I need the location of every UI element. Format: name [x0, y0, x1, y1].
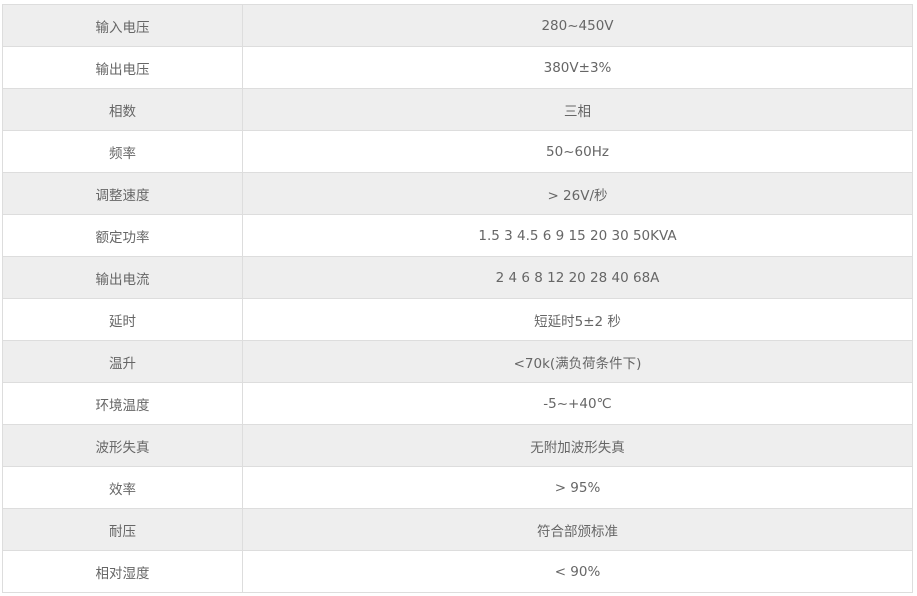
spec-label: 温升 — [2, 340, 243, 383]
table-row: 延时 短延时5±2 秒 — [2, 298, 913, 341]
spec-label: 频率 — [2, 130, 243, 173]
table-row: 环境温度 -5~+40℃ — [2, 382, 913, 425]
table-row: 额定功率 1.5 3 4.5 6 9 15 20 30 50KVA — [2, 214, 913, 257]
spec-value: 符合部颁标准 — [242, 508, 913, 551]
spec-label: 相数 — [2, 88, 243, 131]
spec-value: 1.5 3 4.5 6 9 15 20 30 50KVA — [242, 214, 913, 257]
table-row: 调整速度 > 26V/秒 — [2, 172, 913, 215]
spec-value: -5~+40℃ — [242, 382, 913, 425]
spec-table-body: 输入电压 280~450V 输出电压 380V±3% 相数 三相 频率 50~60Hz 调整速度… — [2, 4, 913, 593]
table-row: 效率 > 95% — [2, 466, 913, 509]
spec-label: 耐压 — [2, 508, 243, 551]
spec-value: 2 4 6 8 12 20 28 40 68A — [242, 256, 913, 299]
table-row: 输出电流 2 4 6 8 12 20 28 40 68A — [2, 256, 913, 299]
spec-label: 输出电压 — [2, 46, 243, 89]
table-row: 输出电压 380V±3% — [2, 46, 913, 89]
table-row: 温升 <70k(满负荷条件下) — [2, 340, 913, 383]
spec-value: 380V±3% — [242, 46, 913, 89]
spec-value: 50~60Hz — [242, 130, 913, 173]
spec-value: > 26V/秒 — [242, 172, 913, 215]
spec-label: 调整速度 — [2, 172, 243, 215]
spec-value: 三相 — [242, 88, 913, 131]
spec-label: 输出电流 — [2, 256, 243, 299]
spec-label: 延时 — [2, 298, 243, 341]
spec-label: 波形失真 — [2, 424, 243, 467]
table-row: 相对湿度 < 90% — [2, 550, 913, 593]
table-row: 相数 三相 — [2, 88, 913, 131]
spec-value: < 90% — [242, 550, 913, 593]
spec-value: 短延时5±2 秒 — [242, 298, 913, 341]
table-row: 输入电压 280~450V — [2, 4, 913, 47]
spec-label: 额定功率 — [2, 214, 243, 257]
spec-value: <70k(满负荷条件下) — [242, 340, 913, 383]
spec-label: 相对湿度 — [2, 550, 243, 593]
table-row: 耐压 符合部颁标准 — [2, 508, 913, 551]
table-row: 频率 50~60Hz — [2, 130, 913, 173]
spec-value: 无附加波形失真 — [242, 424, 913, 467]
spec-label: 输入电压 — [2, 4, 243, 47]
spec-value: > 95% — [242, 466, 913, 509]
spec-label: 环境温度 — [2, 382, 243, 425]
spec-table: 输入电压 280~450V 输出电压 380V±3% 相数 三相 频率 50~60Hz 调整速度… — [2, 4, 913, 593]
table-row: 波形失真 无附加波形失真 — [2, 424, 913, 467]
spec-value: 280~450V — [242, 4, 913, 47]
spec-label: 效率 — [2, 466, 243, 509]
